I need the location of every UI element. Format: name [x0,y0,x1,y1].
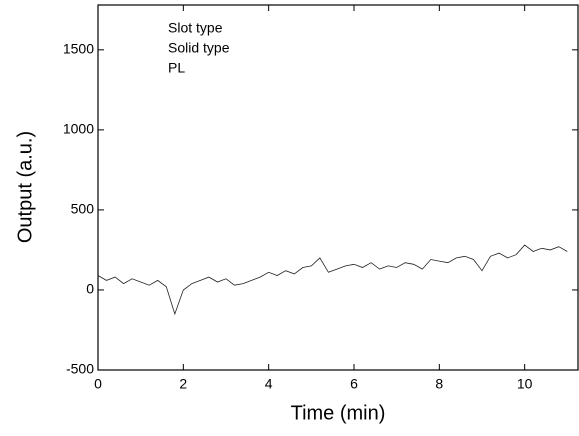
y-tick-label: 500 [71,201,95,217]
y-tick-label: -500 [66,361,94,377]
y-tick-label: 1500 [63,41,94,57]
x-axis-label: Time (min) [291,402,386,424]
x-tick-label: 10 [517,376,533,392]
x-tick-label: 2 [179,376,187,392]
y-tick-label: 1000 [63,121,94,137]
plot-frame [97,4,579,371]
x-tick-label: 8 [435,376,443,392]
annotation: Solid type [168,40,230,56]
y-tick-label: 0 [86,281,94,297]
annotation: Slot type [168,20,223,36]
x-tick-label: 6 [350,376,358,392]
data-line [97,244,568,316]
x-tick-label: 4 [265,376,273,392]
annotation: PL [168,60,185,76]
y-axis-label: Output (a.u.) [14,131,36,243]
x-tick-label: 0 [94,376,102,392]
